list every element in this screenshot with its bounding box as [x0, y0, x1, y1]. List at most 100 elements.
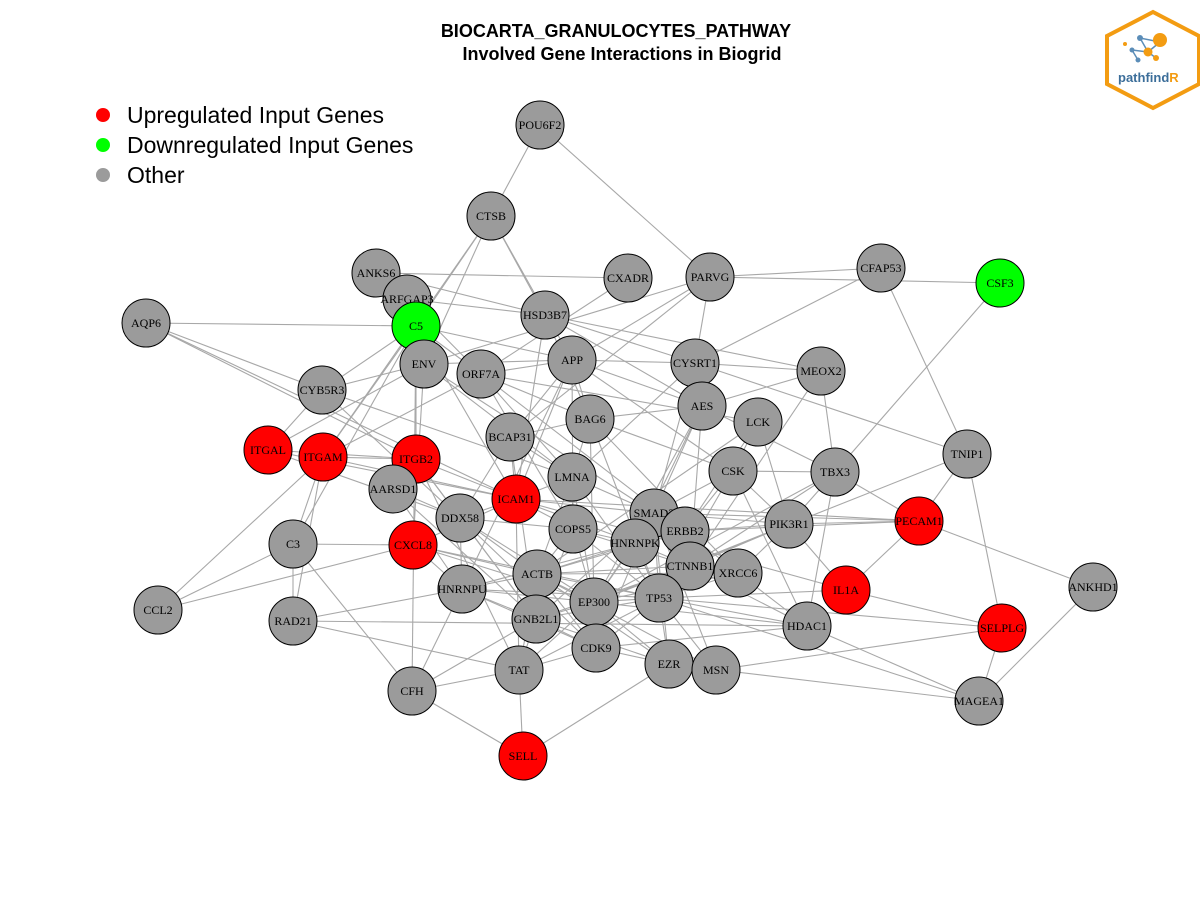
node-circle[interactable]: [388, 520, 438, 570]
node-aarsd1[interactable]: AARSD1: [368, 464, 418, 514]
node-selplg[interactable]: SELPLG: [977, 603, 1027, 653]
node-cxcl8[interactable]: CXCL8: [388, 520, 438, 570]
node-parvg[interactable]: PARVG: [685, 252, 735, 302]
node-bag6[interactable]: BAG6: [565, 394, 615, 444]
node-sell[interactable]: SELL: [498, 731, 548, 781]
node-circle[interactable]: [942, 429, 992, 479]
node-hnrnpu[interactable]: HNRNPU: [437, 564, 487, 614]
node-ctsb[interactable]: CTSB: [466, 191, 516, 241]
node-csf3[interactable]: CSF3: [975, 258, 1025, 308]
node-circle[interactable]: [437, 564, 487, 614]
node-circle[interactable]: [796, 346, 846, 396]
node-app[interactable]: APP: [547, 335, 597, 385]
node-circle[interactable]: [856, 243, 906, 293]
node-pecam1[interactable]: PECAM1: [894, 496, 944, 546]
node-circle[interactable]: [571, 623, 621, 673]
node-circle[interactable]: [677, 381, 727, 431]
node-circle[interactable]: [733, 397, 783, 447]
node-lmna[interactable]: LMNA: [547, 452, 597, 502]
node-circle[interactable]: [298, 432, 348, 482]
node-cops5[interactable]: COPS5: [548, 504, 598, 554]
node-rad21[interactable]: RAD21: [268, 596, 318, 646]
node-circle[interactable]: [456, 349, 506, 399]
node-hdac1[interactable]: HDAC1: [782, 601, 832, 651]
node-circle[interactable]: [387, 666, 437, 716]
node-circle[interactable]: [268, 596, 318, 646]
node-env[interactable]: ENV: [399, 339, 449, 389]
node-circle[interactable]: [821, 565, 871, 615]
node-ezr[interactable]: EZR: [644, 639, 694, 689]
node-aqp6[interactable]: AQP6: [121, 298, 171, 348]
node-circle[interactable]: [691, 645, 741, 695]
node-csk[interactable]: CSK: [708, 446, 758, 496]
node-gnb2l1[interactable]: GNB2L1: [511, 594, 561, 644]
node-circle[interactable]: [491, 474, 541, 524]
node-orf7a[interactable]: ORF7A: [456, 349, 506, 399]
node-circle[interactable]: [665, 541, 715, 591]
node-circle[interactable]: [894, 496, 944, 546]
node-circle[interactable]: [547, 335, 597, 385]
node-actb[interactable]: ACTB: [512, 549, 562, 599]
node-pik3r1[interactable]: PIK3R1: [764, 499, 814, 549]
node-cxadr[interactable]: CXADR: [603, 253, 653, 303]
node-hsd3b7[interactable]: HSD3B7: [520, 290, 570, 340]
node-ccl2[interactable]: CCL2: [133, 585, 183, 635]
node-cdk9[interactable]: CDK9: [571, 623, 621, 673]
node-tbx3[interactable]: TBX3: [810, 447, 860, 497]
node-cysrt1[interactable]: CYSRT1: [670, 338, 720, 388]
node-circle[interactable]: [634, 573, 684, 623]
node-circle[interactable]: [547, 452, 597, 502]
node-circle[interactable]: [975, 258, 1025, 308]
node-circle[interactable]: [515, 100, 565, 150]
node-c3[interactable]: C3: [268, 519, 318, 569]
node-circle[interactable]: [511, 594, 561, 644]
node-circle[interactable]: [435, 493, 485, 543]
node-circle[interactable]: [977, 603, 1027, 653]
node-magea1[interactable]: MAGEA1: [954, 676, 1004, 726]
node-c5[interactable]: C5: [391, 301, 441, 351]
node-pou6f2[interactable]: POU6F2: [515, 100, 565, 150]
node-tnip1[interactable]: TNIP1: [942, 429, 992, 479]
node-tp53[interactable]: TP53: [634, 573, 684, 623]
node-il1a[interactable]: IL1A: [821, 565, 871, 615]
node-circle[interactable]: [565, 394, 615, 444]
node-xrcc6[interactable]: XRCC6: [713, 548, 763, 598]
node-circle[interactable]: [485, 412, 535, 462]
node-circle[interactable]: [603, 253, 653, 303]
node-circle[interactable]: [548, 504, 598, 554]
node-circle[interactable]: [708, 446, 758, 496]
node-cyb5r3[interactable]: CYB5R3: [297, 365, 347, 415]
node-circle[interactable]: [610, 518, 660, 568]
node-circle[interactable]: [1068, 562, 1118, 612]
node-bcap31[interactable]: BCAP31: [485, 412, 535, 462]
node-ankhd1[interactable]: ANKHD1: [1068, 562, 1118, 612]
node-circle[interactable]: [133, 585, 183, 635]
node-cfap53[interactable]: CFAP53: [856, 243, 906, 293]
node-circle[interactable]: [494, 645, 544, 695]
node-hnrnpk[interactable]: HNRNPK: [610, 518, 660, 568]
node-circle[interactable]: [243, 425, 293, 475]
node-cfh[interactable]: CFH: [387, 666, 437, 716]
node-circle[interactable]: [713, 548, 763, 598]
node-msn[interactable]: MSN: [691, 645, 741, 695]
node-ep300[interactable]: EP300: [569, 577, 619, 627]
node-circle[interactable]: [297, 365, 347, 415]
node-circle[interactable]: [764, 499, 814, 549]
node-circle[interactable]: [121, 298, 171, 348]
node-circle[interactable]: [399, 339, 449, 389]
node-itgam[interactable]: ITGAM: [298, 432, 348, 482]
node-ddx58[interactable]: DDX58: [435, 493, 485, 543]
node-circle[interactable]: [954, 676, 1004, 726]
node-circle[interactable]: [810, 447, 860, 497]
node-lck[interactable]: LCK: [733, 397, 783, 447]
node-tat[interactable]: TAT: [494, 645, 544, 695]
node-circle[interactable]: [268, 519, 318, 569]
node-circle[interactable]: [466, 191, 516, 241]
node-itgal[interactable]: ITGAL: [243, 425, 293, 475]
node-circle[interactable]: [520, 290, 570, 340]
node-circle[interactable]: [368, 464, 418, 514]
node-circle[interactable]: [782, 601, 832, 651]
node-icam1[interactable]: ICAM1: [491, 474, 541, 524]
node-meox2[interactable]: MEOX2: [796, 346, 846, 396]
node-circle[interactable]: [498, 731, 548, 781]
